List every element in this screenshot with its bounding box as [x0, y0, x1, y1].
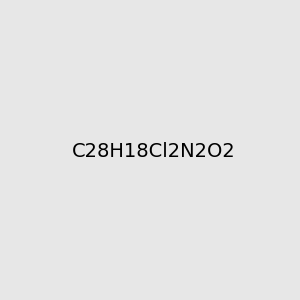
Text: C28H18Cl2N2O2: C28H18Cl2N2O2 [72, 142, 236, 161]
